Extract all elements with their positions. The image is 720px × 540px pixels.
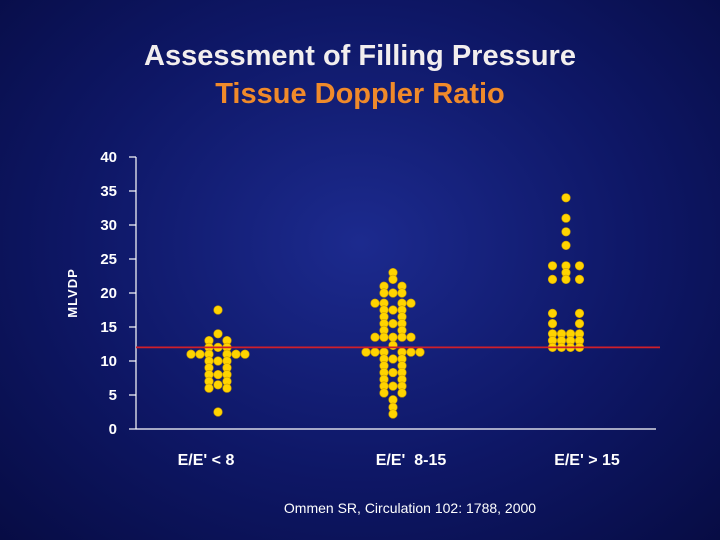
data-point: [388, 319, 398, 329]
data-point: [186, 349, 196, 359]
data-point: [370, 332, 380, 342]
data-point: [231, 349, 241, 359]
data-point: [213, 407, 223, 417]
slide-title: Assessment of Filling Pressure: [144, 40, 576, 72]
data-point: [574, 261, 585, 271]
data-point: [547, 308, 558, 319]
data-point: [388, 305, 398, 315]
data-point: [388, 332, 398, 342]
data-point: [388, 274, 398, 285]
citation: Ommen SR, Circulation 102: 1788, 2000: [283, 500, 537, 516]
y-axis-label: MLVDP: [65, 268, 80, 318]
data-point: [379, 332, 389, 342]
slide-subtitle: Tissue Doppler Ratio: [215, 78, 505, 110]
data-point: [561, 193, 571, 203]
category-label: E/E' > 15: [554, 452, 620, 469]
data-point: [561, 240, 571, 250]
data-point: [561, 213, 571, 223]
data-point: [388, 409, 398, 419]
data-point: [388, 340, 398, 350]
category-label: E/E' < 8: [178, 452, 235, 469]
data-point: [213, 380, 223, 390]
y-tick-label: 20: [100, 285, 117, 302]
data-point: [406, 298, 416, 308]
y-tick-label: 5: [109, 387, 117, 404]
data-point: [397, 332, 407, 342]
data-point: [547, 261, 558, 271]
data-point: [574, 308, 585, 319]
y-tick-label: 35: [100, 183, 117, 200]
category-label: E/E' 8-15: [376, 452, 447, 469]
y-ticks: 0 5 10 15 20 25 30 35 40: [100, 149, 136, 438]
data-point: [213, 370, 223, 380]
category-labels: E/E' < 8 E/E' 8-15 E/E' > 15: [178, 452, 620, 469]
data-point: [222, 383, 232, 393]
data-point: [561, 274, 571, 285]
data-point: [240, 349, 250, 359]
data-point: [379, 288, 389, 298]
data-point: [388, 288, 398, 298]
y-tick-label: 10: [100, 353, 117, 370]
data-point: [204, 383, 214, 393]
y-tick-label: 15: [100, 319, 117, 336]
data-point: [406, 347, 416, 357]
data-point: [213, 305, 223, 315]
data-point: [574, 274, 585, 285]
data-points: [186, 193, 585, 419]
data-point: [361, 347, 371, 357]
y-tick-label: 0: [109, 421, 117, 438]
data-point: [213, 329, 223, 339]
data-point: [195, 349, 205, 359]
data-point: [370, 298, 380, 308]
data-point: [574, 319, 585, 329]
data-point: [406, 332, 416, 342]
data-point: [379, 388, 389, 398]
data-point: [547, 319, 558, 329]
data-point: [415, 347, 425, 357]
data-point: [388, 354, 398, 364]
data-point: [370, 347, 380, 357]
y-tick-label: 40: [100, 149, 117, 166]
y-tick-label: 25: [100, 251, 117, 268]
data-point: [397, 388, 407, 398]
data-point: [388, 381, 398, 391]
y-tick-label: 30: [100, 217, 117, 234]
data-point: [561, 227, 571, 237]
data-point: [388, 367, 398, 378]
data-point: [213, 356, 223, 366]
data-point: [547, 274, 558, 285]
data-point: [397, 288, 407, 298]
